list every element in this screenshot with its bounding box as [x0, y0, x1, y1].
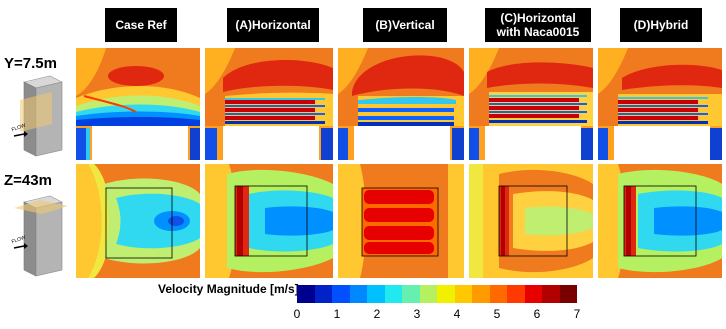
column-header-vertical: (B)Vertical	[363, 8, 447, 42]
colorbar-swatch	[297, 285, 315, 303]
svg-text:FLOW: FLOW	[11, 123, 27, 134]
colorbar-tick-label: 7	[573, 307, 581, 321]
column-header-label: (C)Horizontal with Naca0015	[496, 11, 580, 39]
row-label-y: Y=7.5m	[4, 55, 57, 72]
colorbar-swatch	[524, 285, 542, 303]
colorbar-swatch	[402, 285, 420, 303]
colorbar-swatch	[454, 285, 472, 303]
colorbar	[297, 285, 577, 303]
contour-panel-y-horizontal-naca	[469, 48, 593, 160]
building-icon-y-section: FLOW	[11, 75, 63, 157]
row-label-z: Z=43m	[4, 172, 52, 189]
colorbar-swatch	[437, 285, 455, 303]
contour-panel-y-case-ref	[76, 48, 200, 160]
colorbar-title: Velocity Magnitude [m/s]	[158, 282, 299, 296]
contour-panel-y-hybrid	[598, 48, 722, 160]
svg-text:FLOW: FLOW	[11, 235, 27, 246]
colorbar-tick-label: 6	[533, 307, 541, 321]
column-header-horizontal: (A)Horizontal	[227, 8, 319, 42]
colorbar-swatch	[314, 285, 332, 303]
contour-panel-z-horizontal	[205, 164, 333, 278]
colorbar-swatch	[419, 285, 437, 303]
colorbar-swatch	[472, 285, 490, 303]
contour-panel-y-vertical	[338, 48, 464, 160]
colorbar-tick-label: 4	[453, 307, 461, 321]
colorbar-swatch	[384, 285, 402, 303]
colorbar-tick-label: 2	[373, 307, 381, 321]
column-header-label: (A)Horizontal	[235, 18, 311, 32]
building-icon-z-section: FLOW	[11, 195, 68, 277]
column-header-label: (D)Hybrid	[633, 18, 689, 32]
colorbar-swatch	[542, 285, 560, 303]
contour-panel-z-vertical	[338, 164, 464, 278]
colorbar-swatch	[489, 285, 507, 303]
colorbar-swatch	[507, 285, 525, 303]
column-header-label: Case Ref	[115, 18, 167, 32]
column-header-hybrid: (D)Hybrid	[620, 8, 702, 42]
colorbar-tick-label: 5	[493, 307, 501, 321]
column-header-label: (B)Vertical	[375, 18, 435, 32]
contour-panel-z-hybrid	[598, 164, 722, 278]
contour-panel-z-case-ref	[76, 164, 200, 278]
colorbar-swatch	[367, 285, 385, 303]
colorbar-tick-label: 0	[293, 307, 301, 321]
column-header-case-ref: Case Ref	[105, 8, 177, 42]
contour-panel-z-horizontal-naca	[469, 164, 593, 278]
contour-panel-y-horizontal	[205, 48, 333, 160]
column-header-horizontal-naca: (C)Horizontal with Naca0015	[485, 8, 591, 42]
colorbar-tick-label: 3	[413, 307, 421, 321]
colorbar-swatch	[332, 285, 350, 303]
colorbar-swatch	[559, 285, 577, 303]
colorbar-swatch	[349, 285, 367, 303]
colorbar-tick-label: 1	[333, 307, 341, 321]
